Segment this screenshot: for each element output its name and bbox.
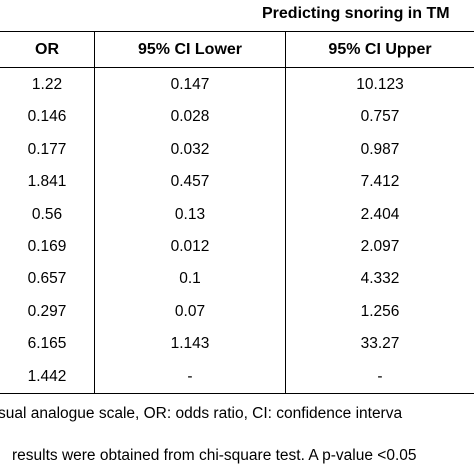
column-header-ci-lower: 95% CI Lower bbox=[137, 41, 243, 58]
cell-ci-upper: 0.987 bbox=[360, 140, 400, 158]
cell-ci-lower: - bbox=[187, 367, 193, 385]
cell-ci-upper: 7.412 bbox=[360, 173, 400, 191]
cell-ci-upper: 2.097 bbox=[360, 238, 400, 255]
cell-or: 0.657 bbox=[27, 270, 67, 288]
cell-or: 6.165 bbox=[27, 335, 67, 353]
cell-or: 1.841 bbox=[27, 173, 67, 191]
footnote-test-method: results were obtained from chi-square te… bbox=[12, 447, 417, 464]
cell-ci-upper: 33.27 bbox=[360, 335, 400, 353]
cell-ci-upper: 4.332 bbox=[360, 270, 400, 288]
cell-or: 1.442 bbox=[27, 367, 67, 385]
cell-or: 0.169 bbox=[27, 238, 67, 255]
rule-header-bottom bbox=[0, 67, 474, 68]
cell-ci-lower: 0.07 bbox=[174, 302, 206, 320]
group-title: Predicting snoring in TM bbox=[262, 5, 450, 22]
cell-or: 0.297 bbox=[27, 302, 67, 320]
cell-ci-lower: 0.147 bbox=[170, 76, 210, 93]
cell-ci-lower: 0.032 bbox=[170, 140, 210, 158]
cell-ci-upper: 10.123 bbox=[356, 76, 404, 93]
column-header-ci-upper: 95% CI Upper bbox=[328, 41, 432, 58]
cell-ci-upper: - bbox=[377, 367, 383, 385]
cell-ci-upper: 2.404 bbox=[360, 205, 400, 223]
cell-or: 0.177 bbox=[27, 140, 67, 158]
rule-bottom bbox=[0, 393, 474, 394]
cell-or: 1.22 bbox=[31, 76, 63, 93]
rule-top bbox=[0, 31, 474, 32]
cell-ci-lower: 0.012 bbox=[170, 238, 210, 255]
cell-ci-lower: 0.028 bbox=[170, 108, 210, 126]
cell-ci-upper: 0.757 bbox=[360, 108, 400, 126]
footnote-abbreviations: sual analogue scale, OR: odds ratio, CI:… bbox=[0, 405, 403, 422]
cell-ci-lower: 0.1 bbox=[179, 270, 201, 288]
column-divider bbox=[94, 32, 95, 393]
column-header-or: OR bbox=[35, 41, 59, 58]
cell-ci-upper: 1.256 bbox=[360, 302, 400, 320]
cell-or: 0.56 bbox=[31, 205, 63, 223]
cell-ci-lower: 0.13 bbox=[174, 205, 206, 223]
column-divider bbox=[285, 32, 286, 393]
cell-ci-lower: 1.143 bbox=[170, 335, 210, 353]
cell-ci-lower: 0.457 bbox=[170, 173, 210, 191]
cell-or: 0.146 bbox=[27, 108, 67, 126]
